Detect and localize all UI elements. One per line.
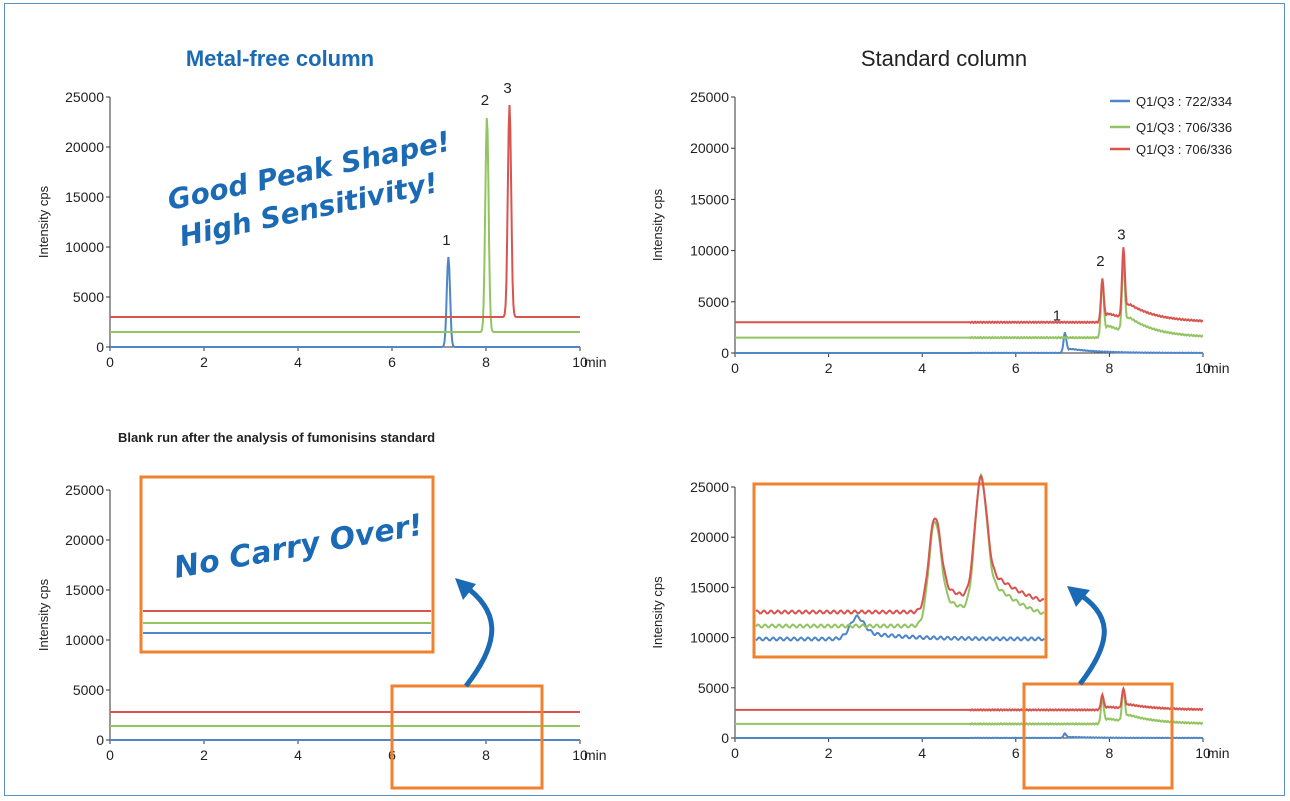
inset-right-line-1 bbox=[755, 614, 1045, 642]
x-tick-label: 10 bbox=[572, 747, 588, 763]
x-tick-label: 2 bbox=[200, 354, 208, 370]
x-unit-label: min bbox=[584, 747, 607, 763]
x-tick-label: 6 bbox=[1012, 360, 1020, 376]
y-tick-label: 20000 bbox=[65, 139, 104, 155]
x-tick-label: 10 bbox=[572, 354, 588, 370]
y-tick-label: 0 bbox=[721, 345, 729, 361]
y-axis-label: Intensity cps bbox=[650, 576, 665, 649]
inset-right-line-2 bbox=[755, 472, 1045, 629]
y-tick-label: 5000 bbox=[73, 682, 104, 698]
x-tick-label: 2 bbox=[200, 747, 208, 763]
x-tick-label: 0 bbox=[106, 747, 114, 763]
x-tick-label: 4 bbox=[294, 354, 302, 370]
series-line-2 bbox=[735, 689, 1204, 726]
x-tick-label: 4 bbox=[918, 360, 926, 376]
series-line-1 bbox=[735, 732, 1204, 740]
legend-item-1: Q1/Q3 : 722/334 bbox=[1110, 94, 1232, 109]
y-axis-label: Intensity cps bbox=[36, 185, 51, 258]
x-tick-label: 2 bbox=[825, 360, 833, 376]
series-line-1 bbox=[110, 256, 580, 348]
zoom-inset-box-left bbox=[139, 475, 435, 654]
standard-column-title: Standard column bbox=[861, 46, 1027, 71]
peak-label-2: 2 bbox=[481, 92, 489, 109]
inset-right-line-3 bbox=[755, 474, 1045, 615]
series-line-2 bbox=[110, 117, 580, 333]
y-tick-label: 15000 bbox=[690, 191, 729, 207]
y-tick-label: 25000 bbox=[690, 89, 729, 105]
y-tick-label: 15000 bbox=[65, 189, 104, 205]
x-tick-label: 8 bbox=[1106, 745, 1114, 761]
peak-label-3: 3 bbox=[503, 80, 511, 97]
y-tick-label: 10000 bbox=[690, 630, 729, 646]
y-tick-label: 25000 bbox=[65, 89, 104, 105]
zoom-arrow-left bbox=[460, 581, 495, 688]
y-tick-label: 20000 bbox=[690, 140, 729, 156]
peak-label-1: 1 bbox=[1053, 308, 1061, 325]
y-tick-label: 0 bbox=[96, 339, 104, 355]
zoom-region-box-right bbox=[1022, 682, 1174, 790]
x-tick-label: 4 bbox=[294, 747, 302, 763]
y-tick-label: 15000 bbox=[65, 582, 104, 598]
legend-label-2: Q1/Q3 : 706/336 bbox=[1136, 120, 1232, 135]
x-tick-label: 0 bbox=[106, 354, 114, 370]
y-tick-label: 20000 bbox=[690, 529, 729, 545]
metal-free-title: Metal-free column bbox=[186, 46, 374, 71]
x-tick-label: 10 bbox=[1195, 360, 1211, 376]
series-line-1 bbox=[735, 332, 1204, 355]
y-axis-label: Intensity cps bbox=[650, 188, 665, 261]
x-tick-label: 0 bbox=[731, 745, 739, 761]
y-tick-label: 15000 bbox=[690, 579, 729, 595]
series-line-3 bbox=[110, 104, 580, 318]
x-tick-label: 8 bbox=[482, 747, 490, 763]
y-tick-label: 25000 bbox=[690, 479, 729, 495]
y-tick-label: 0 bbox=[721, 730, 729, 746]
y-tick-label: 10000 bbox=[690, 243, 729, 259]
x-tick-label: 0 bbox=[731, 360, 739, 376]
zoom-arrow-right-head bbox=[1067, 586, 1090, 607]
peak-label-3: 3 bbox=[1117, 227, 1125, 244]
zoom-inset-box-right bbox=[752, 482, 1048, 659]
legend-label-3: Q1/Q3 : 706/336 bbox=[1136, 142, 1232, 157]
x-tick-label: 6 bbox=[388, 354, 396, 370]
blank-run-title: Blank run after the analysis of fumonisi… bbox=[118, 430, 435, 445]
x-tick-label: 10 bbox=[1195, 745, 1211, 761]
y-tick-label: 20000 bbox=[65, 532, 104, 548]
zoom-arrow-left-head bbox=[455, 578, 476, 600]
x-tick-label: 4 bbox=[918, 745, 926, 761]
peak-label-1: 1 bbox=[442, 232, 450, 249]
x-tick-label: 8 bbox=[482, 354, 490, 370]
x-unit-label: min bbox=[1207, 745, 1230, 761]
y-tick-label: 25000 bbox=[65, 482, 104, 498]
x-unit-label: min bbox=[1207, 360, 1230, 376]
legend-item-3: Q1/Q3 : 706/336 bbox=[1110, 142, 1232, 157]
legend: Q1/Q3 : 722/334 Q1/Q3 : 706/336 Q1/Q3 : … bbox=[1110, 94, 1232, 157]
peak-label-2: 2 bbox=[1096, 253, 1104, 270]
y-tick-label: 5000 bbox=[698, 680, 729, 696]
x-tick-label: 6 bbox=[1012, 745, 1020, 761]
series-line-3 bbox=[735, 685, 1204, 712]
figure-frame bbox=[4, 3, 1285, 796]
y-tick-label: 0 bbox=[96, 732, 104, 748]
zoom-region-box-left bbox=[390, 684, 544, 790]
series-line-3 bbox=[735, 247, 1204, 325]
series-line-2 bbox=[735, 258, 1204, 340]
y-tick-label: 5000 bbox=[698, 294, 729, 310]
legend-item-2: Q1/Q3 : 706/336 bbox=[1110, 120, 1232, 135]
x-unit-label: min bbox=[584, 354, 607, 370]
zoom-arrow-right bbox=[1074, 589, 1107, 686]
y-tick-label: 5000 bbox=[73, 289, 104, 305]
x-tick-label: 2 bbox=[825, 745, 833, 761]
y-tick-label: 10000 bbox=[65, 632, 104, 648]
x-tick-label: 8 bbox=[1106, 360, 1114, 376]
y-axis-label: Intensity cps bbox=[36, 578, 51, 651]
y-tick-label: 10000 bbox=[65, 239, 104, 255]
no-carry-over-callout: No Carry Over! bbox=[171, 508, 425, 586]
legend-label-1: Q1/Q3 : 722/334 bbox=[1136, 94, 1232, 109]
